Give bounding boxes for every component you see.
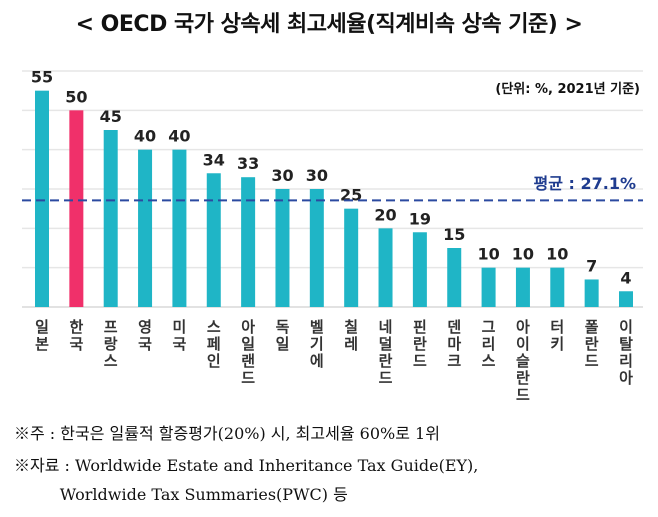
- bar-10: [344, 208, 359, 307]
- source-note: ※자료 : Worldwide Estate and Inheritance T…: [14, 456, 479, 475]
- bar-1: [35, 90, 49, 308]
- data-label: 40: [134, 127, 156, 146]
- bar-9: [309, 189, 324, 307]
- data-label: 34: [203, 150, 225, 169]
- bar-16: [550, 267, 565, 307]
- bar-2: [69, 110, 84, 307]
- source-note-continued: Worldwide Tax Summaries(PWC) 등: [14, 485, 348, 504]
- data-label: 25: [340, 186, 362, 205]
- data-label: 50: [65, 87, 87, 106]
- bar-13: [447, 248, 462, 307]
- average-label: 평균 : 27.1%: [533, 174, 637, 193]
- bar-14: [481, 267, 496, 307]
- data-label: 45: [100, 107, 122, 126]
- bar-7: [241, 177, 256, 307]
- data-label: 7: [586, 256, 597, 275]
- data-label: 4: [620, 268, 631, 287]
- data-label: 30: [271, 166, 293, 185]
- data-label: 33: [237, 154, 259, 173]
- data-label: 40: [168, 127, 190, 146]
- bar-5: [172, 149, 187, 307]
- bar-3: [103, 130, 118, 307]
- bar-12: [412, 232, 427, 307]
- bar-6: [206, 173, 221, 307]
- bar-17: [584, 279, 599, 307]
- bar-4: [138, 149, 153, 307]
- bar-8: [275, 189, 290, 307]
- data-label: 55: [31, 68, 53, 87]
- data-label: 10: [546, 245, 568, 264]
- data-label: 19: [409, 209, 431, 228]
- bar-15: [515, 267, 530, 307]
- bar-chart: 55 일 본 50 한 국 45 프 랑 스 40 영 국 40 미 국 34 스 페 인 33 아 일 랜 드 30 독 일 30 벨 기…: [22, 68, 643, 404]
- data-label: 10: [512, 245, 534, 264]
- data-label: 30: [306, 166, 328, 185]
- unit-note: (단위: %, 2021년 기준): [495, 82, 640, 97]
- data-label: 15: [443, 225, 465, 244]
- data-label: 10: [477, 245, 499, 264]
- chart-title: < OECD 국가 상속세 최고세율(직계비속 상속 기준) >: [75, 12, 583, 37]
- bar-18: [619, 291, 633, 307]
- bar-11: [378, 228, 393, 307]
- footnote: ※주 : 한국은 일률적 할증평가(20%) 시, 최고세율 60%로 1위: [14, 424, 440, 443]
- data-label: 20: [374, 205, 396, 224]
